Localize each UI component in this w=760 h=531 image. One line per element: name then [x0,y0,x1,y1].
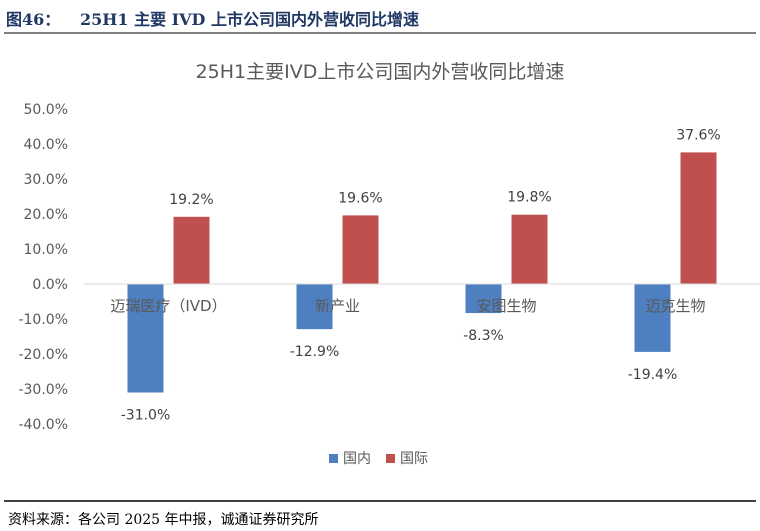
chart-title: 25H1主要IVD上市公司国内外营收同比增速 [196,61,565,83]
y-tick-label: -40.0% [18,417,68,433]
bar-international [511,214,548,284]
data-label-domestic: -19.4% [628,367,678,383]
y-tick-label: 10.0% [24,242,68,258]
data-label-domestic: -12.9% [290,344,340,360]
data-label-domestic: -31.0% [121,408,171,424]
bar-domestic [465,284,502,314]
source-note: 资料来源：各公司 2025 年中报，诚通证券研究所 [8,512,319,528]
legend-swatch-domestic [329,454,338,463]
y-tick-label: 20.0% [24,207,68,223]
category-label: 安图生物 [476,297,536,315]
y-axis-tick-labels: 50.0% 40.0% 30.0% 20.0% 10.0% 0.0% -10.0% -20.0… [18,102,68,433]
bar-chart: 25H1主要IVD上市公司国内外营收同比增速 50.0% 40.0% 30.0% 20… [18,61,760,467]
bars [127,152,717,393]
bar-domestic [296,284,333,330]
y-tick-label: -30.0% [18,382,68,398]
y-tick-label: 50.0% [24,102,68,118]
figure-label: 图46： [6,10,61,29]
data-label-international: 19.6% [338,190,382,206]
y-tick-label: 40.0% [24,137,68,153]
y-tick-label: 30.0% [24,172,68,188]
figure-title: 25H1 主要 IVD 上市公司国内外营收同比增速 [80,10,420,29]
figure-footer: 资料来源：各公司 2025 年中报，诚通证券研究所 [4,500,756,530]
legend: 国内 国际 [329,451,428,467]
data-labels: -31.0% 19.2% -12.9% 19.6% -8.3% 19.8% -19.4% 37… [121,127,721,423]
category-label: 迈克生物 [645,297,705,315]
category-label: 迈瑞医疗（IVD） [110,297,226,315]
legend-label-domestic: 国内 [343,451,371,467]
y-tick-label: -10.0% [18,312,68,328]
data-label-international: 19.8% [507,190,551,206]
legend-label-international: 国际 [400,451,428,467]
y-tick-label: -20.0% [18,347,68,363]
bar-international [173,216,210,284]
legend-swatch-international [386,454,395,463]
category-label: 新产业 [315,297,360,315]
category-labels: 迈瑞医疗（IVD） 新产业 安图生物 迈克生物 [110,297,705,315]
bar-international [680,152,717,284]
bar-international [342,215,379,284]
figure-header: 图46： 25H1 主要 IVD 上市公司国内外营收同比增速 [4,2,756,34]
bar-domestic [634,284,671,352]
data-label-domestic: -8.3% [463,328,504,344]
data-label-international: 19.2% [169,192,213,208]
data-label-international: 37.6% [676,127,720,143]
bar-domestic [127,284,164,393]
y-tick-label: 0.0% [32,277,68,293]
